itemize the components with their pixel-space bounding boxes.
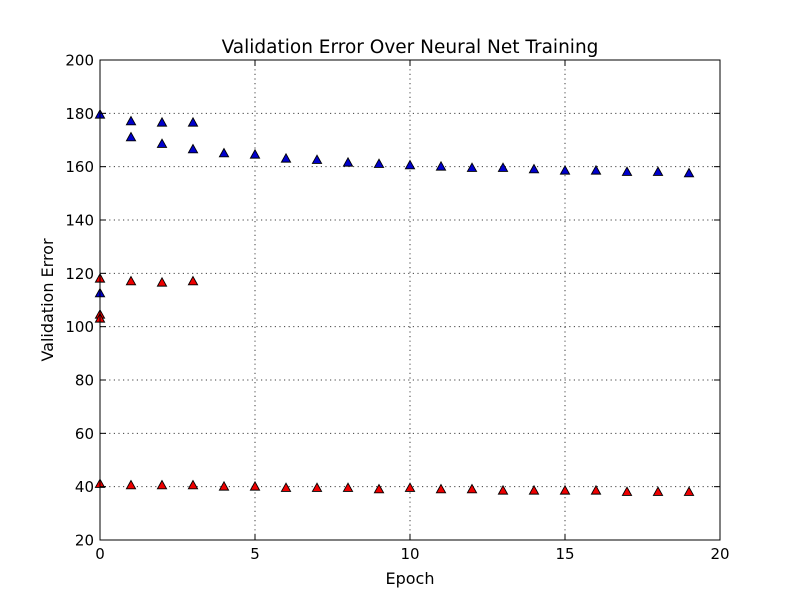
data-point-triangle xyxy=(590,164,602,175)
data-point-triangle xyxy=(187,116,199,127)
data-point-triangle xyxy=(683,167,695,178)
y-tick-label: 180 xyxy=(65,105,94,123)
data-point-triangle xyxy=(156,479,168,490)
y-axis-title: Validation Error xyxy=(38,238,57,362)
data-point-triangle xyxy=(497,162,509,172)
grid-lines xyxy=(100,60,720,540)
data-point-triangle xyxy=(218,147,230,158)
data-point-triangle xyxy=(528,484,540,495)
data-point-triangle xyxy=(156,276,168,287)
data-point-triangle xyxy=(280,152,292,163)
y-tick-label: 20 xyxy=(75,532,94,550)
y-tick-label: 60 xyxy=(75,425,94,443)
data-point-triangle xyxy=(683,486,695,496)
x-tick-label: 15 xyxy=(555,545,574,563)
data-point-triangle xyxy=(249,480,261,491)
data-point-triangle xyxy=(435,160,447,171)
data-point-triangle xyxy=(156,138,168,148)
data-point-triangle xyxy=(559,484,571,495)
data-point-triangle xyxy=(404,159,416,170)
data-point-triangle xyxy=(497,484,509,495)
x-tick-label: 10 xyxy=(400,545,419,563)
y-tick-label: 140 xyxy=(65,212,94,230)
y-tick-label: 100 xyxy=(65,318,94,336)
data-point-triangle xyxy=(218,480,230,491)
y-tick-label: 200 xyxy=(65,52,94,70)
data-point-triangle xyxy=(621,166,633,176)
data-point-triangle xyxy=(373,158,385,168)
y-tick-label: 120 xyxy=(65,265,94,283)
data-point-triangle xyxy=(187,479,199,490)
data-point-triangle xyxy=(187,143,199,154)
data-point-triangle xyxy=(621,486,633,496)
data-point-triangle xyxy=(280,482,292,492)
data-point-triangle xyxy=(466,162,478,172)
y-tick-label: 40 xyxy=(75,478,94,496)
y-tick-label: 160 xyxy=(65,158,94,176)
x-axis-title: Epoch xyxy=(386,569,435,588)
y-tick-label: 80 xyxy=(75,372,94,390)
data-point-triangle xyxy=(187,275,199,286)
data-point-triangle xyxy=(466,483,478,494)
data-point-triangle xyxy=(125,131,137,142)
data-point-triangle xyxy=(652,486,664,496)
data-markers xyxy=(94,108,695,496)
data-point-triangle xyxy=(311,482,323,492)
data-point-triangle xyxy=(311,154,323,164)
data-point-triangle xyxy=(342,482,354,492)
data-point-triangle xyxy=(373,483,385,494)
chart-title: Validation Error Over Neural Net Trainin… xyxy=(222,37,599,58)
data-point-triangle xyxy=(342,156,354,167)
x-tick-label: 20 xyxy=(710,545,729,563)
data-point-triangle xyxy=(590,484,602,495)
data-point-triangle xyxy=(435,483,447,494)
data-point-triangle xyxy=(404,482,416,492)
x-tick-label: 0 xyxy=(95,545,105,563)
data-point-triangle xyxy=(156,116,168,127)
data-point-triangle xyxy=(125,115,137,126)
data-point-triangle xyxy=(249,148,261,159)
data-point-triangle xyxy=(125,479,137,490)
axis-ticks: 0 5 10 15 20 20 40 60 80 100 120 140 160 180 200 xyxy=(65,52,729,564)
data-point-triangle xyxy=(652,166,664,176)
data-point-triangle xyxy=(559,164,571,175)
x-tick-label: 5 xyxy=(250,545,260,563)
data-point-triangle xyxy=(125,275,137,286)
data-point-triangle xyxy=(528,163,540,174)
